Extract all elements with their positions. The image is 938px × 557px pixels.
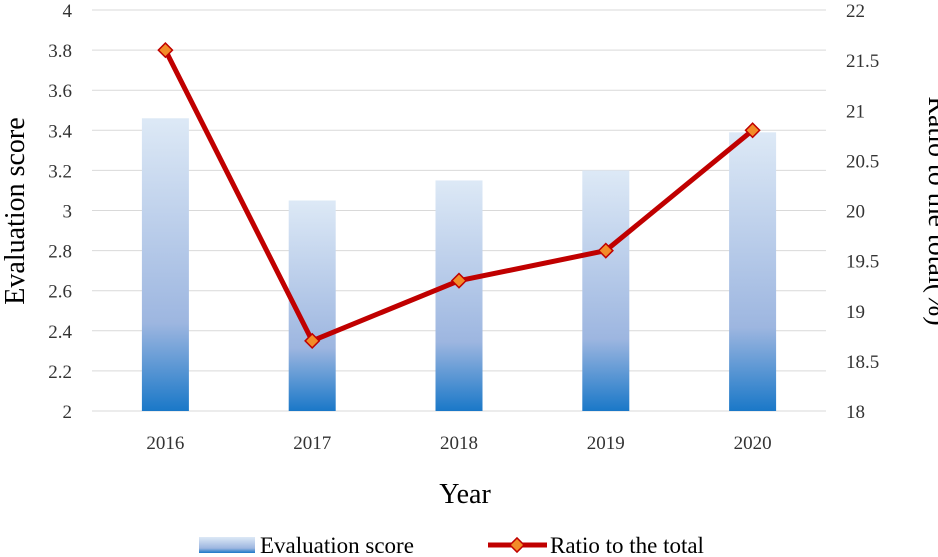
y-tick-label: 3.2 [48,161,72,182]
y2-tick-label: 22 [846,1,865,22]
y2-tick-label: 18.5 [846,352,879,373]
y-tick-label: 2.8 [48,242,72,263]
y2-tick-label: 19.5 [846,252,879,273]
y2-tick-label: 18 [846,402,865,423]
right-axis-ticks: 18 18.5 19 19.5 20 20.5 21 21.5 22 [846,1,879,423]
bar-series [141,118,777,412]
y2-tick-label: 20 [846,202,865,223]
y-tick-label: 2.6 [48,282,72,303]
y-axis-title: Evaluation score [0,117,31,304]
bar [435,180,483,411]
y2-tick-label: 19 [846,302,865,323]
line-point [157,41,174,59]
bar [729,132,777,411]
bar [582,170,630,411]
y-tick-label: 3.6 [48,81,72,102]
bar [141,118,189,412]
y-tick-label: 3.8 [48,41,72,62]
line-point [597,242,614,259]
y-tick-label: 2 [63,402,73,423]
y2-tick-label: 21.5 [846,51,879,72]
x-tick-label: 2019 [587,433,625,454]
y-tick-label: 4 [63,1,73,22]
left-axis-ticks: 2 2.2 2.4 2.6 2.8 3 3.2 3.4 3.6 3.8 4 [48,1,72,423]
x-axis-ticks: 2016 2017 2018 2019 2020 [146,433,771,454]
x-tick-label: 2017 [293,433,331,454]
x-tick-label: 2016 [146,433,184,454]
legend-line-marker [508,536,526,554]
y-tick-label: 3 [63,202,73,223]
legend-line-label: Ratio to the total [550,533,704,557]
legend-bar-label: Evaluation score [260,533,414,557]
legend-bar-swatch [199,537,255,553]
y-tick-label: 2.2 [48,362,72,383]
x-tick-label: 2020 [734,433,772,454]
x-axis-title: Year [439,479,491,510]
y2-tick-label: 20.5 [846,151,879,172]
line-point [304,332,321,349]
y2-tick-label: 21 [846,101,865,122]
x-tick-label: 2018 [440,433,478,454]
legend: Evaluation score Ratio to the total [199,533,704,557]
line-point [744,122,761,139]
line-series [157,41,761,349]
y2-axis-title: Ratio to the total(%) [922,96,938,325]
line-point [450,272,468,289]
y-tick-label: 3.4 [48,121,72,142]
y-tick-label: 2.4 [48,322,72,343]
